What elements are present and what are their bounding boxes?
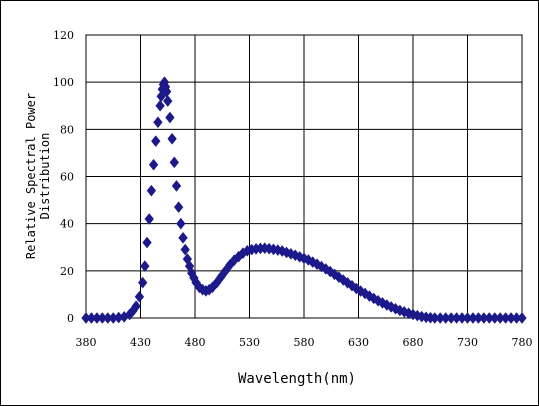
x-tick-label-6: 680	[403, 336, 424, 349]
x-tick-label-3: 530	[239, 336, 260, 349]
data-point-0-30	[169, 156, 180, 169]
data-point-0-79	[355, 285, 366, 298]
x-tick-label-4: 580	[294, 336, 315, 349]
data-series	[81, 76, 527, 324]
y-tick-label-6: 120	[53, 29, 74, 42]
y-tick-label-4: 80	[60, 123, 74, 136]
y-axis-ticks: 0 20 40 60 80 100 120	[53, 29, 74, 325]
data-point-0-16	[146, 184, 157, 197]
data-point-0-18	[151, 135, 161, 148]
plot-area	[85, 34, 523, 319]
x-axis-ticks: 380 430 480 530 580 630 680 730 780	[76, 336, 533, 349]
grid	[85, 34, 523, 319]
x-tick-label-1: 430	[130, 336, 151, 349]
data-point-0-78	[351, 282, 362, 295]
x-axis-label: Wavelength(nm)	[238, 371, 356, 387]
x-tick-label-8: 780	[512, 336, 533, 349]
data-point-0-34	[178, 231, 188, 244]
y-axis-label-line1: Relative Spectral Power	[24, 93, 38, 259]
y-tick-label-5: 100	[53, 76, 74, 89]
data-point-0-11	[134, 290, 145, 303]
data-point-0-29	[167, 132, 177, 145]
data-point-0-70	[316, 260, 327, 273]
data-point-0-17	[148, 158, 159, 171]
data-point-0-32	[173, 201, 184, 214]
data-point-0-13	[140, 260, 150, 273]
x-tick-label-0: 380	[76, 336, 97, 349]
plot-border	[85, 34, 523, 319]
data-point-0-10	[131, 300, 141, 313]
data-point-0-33	[176, 217, 186, 230]
data-point-0-19	[153, 116, 163, 129]
data-point-0-74	[334, 271, 344, 284]
data-point-0-31	[171, 180, 182, 192]
data-point-0-27	[163, 95, 173, 107]
y-tick-label-1: 20	[60, 265, 74, 278]
x-tick-label-2: 480	[185, 336, 206, 349]
data-point-0-112	[517, 312, 527, 324]
y-axis-label-line2: Distribution	[38, 133, 52, 220]
data-point-0-14	[142, 236, 152, 249]
data-point-0-28	[165, 111, 175, 124]
y-tick-label-0: 0	[67, 312, 74, 325]
data-point-0-35	[180, 243, 190, 256]
y-tick-label-2: 40	[60, 218, 74, 231]
data-point-0-15	[144, 213, 154, 225]
y-tick-label-3: 60	[60, 171, 74, 184]
x-tick-label-5: 630	[348, 336, 369, 349]
data-point-0-12	[137, 276, 148, 289]
x-tick-label-7: 730	[457, 336, 478, 349]
data-point-0-20	[155, 99, 165, 112]
